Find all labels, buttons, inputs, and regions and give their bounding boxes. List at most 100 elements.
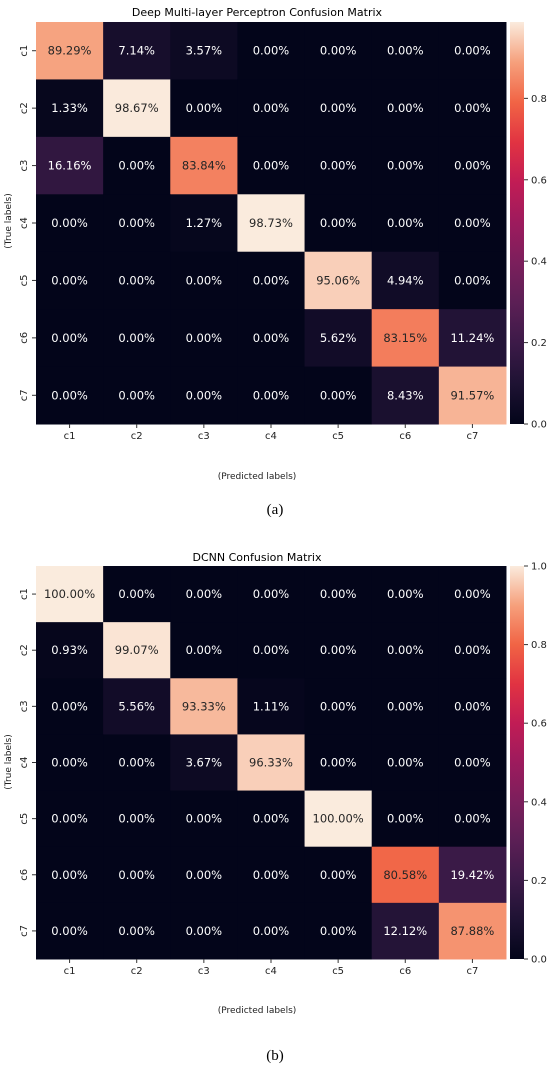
y-tick-label: c1 bbox=[19, 588, 30, 600]
heatmap-cell bbox=[371, 566, 440, 623]
cell-value-label: 0.00% bbox=[253, 812, 290, 826]
heatmap-cells: 89.29% 7.14% 3.57% 0.00% 0.00% 0.00% 0.00% 1.33… bbox=[36, 22, 507, 425]
heatmap-cell bbox=[237, 22, 306, 80]
cell-value-label: 0.00% bbox=[454, 216, 491, 230]
heatmap-cell bbox=[371, 678, 440, 735]
cell-value-label: 0.93% bbox=[51, 643, 88, 657]
cell-value-label: 95.06% bbox=[316, 273, 360, 287]
heatmap-cell bbox=[103, 902, 171, 960]
cell-value-label: 0.00% bbox=[454, 159, 491, 173]
heatmap-cell bbox=[438, 251, 507, 310]
heatmap-cell bbox=[304, 136, 373, 195]
x-tick-label: c4 bbox=[265, 431, 277, 442]
heatmap-cell bbox=[371, 22, 440, 80]
heatmap-cell bbox=[438, 79, 507, 138]
heatmap-cell bbox=[371, 194, 440, 253]
chart-title: DCNN Confusion Matrix bbox=[193, 551, 322, 564]
heatmap-cell bbox=[304, 79, 373, 138]
cell-value-label: 93.33% bbox=[182, 699, 226, 713]
heatmap-cell bbox=[36, 790, 104, 848]
heatmap-cell bbox=[170, 79, 238, 138]
heatmap-cell bbox=[170, 902, 238, 960]
heatmap-cell bbox=[36, 366, 104, 425]
heatmap-cell bbox=[371, 309, 440, 368]
cell-value-label: 1.27% bbox=[186, 216, 223, 230]
cell-value-label: 0.00% bbox=[118, 812, 155, 826]
heatmap-cell bbox=[36, 734, 104, 792]
x-axis-label: (Predicted labels) bbox=[218, 1006, 297, 1016]
chart-title: Deep Multi-layer Perceptron Confusion Ma… bbox=[132, 6, 383, 19]
y-tick-label: c5 bbox=[19, 813, 30, 825]
colorbar-tick-label: 0.8 bbox=[531, 94, 547, 105]
colorbar-tick-label: 0.8 bbox=[531, 640, 547, 651]
heatmap-cell bbox=[438, 136, 507, 195]
colorbar-ticks: 0.0 0.2 0.4 0.6 0.8 bbox=[524, 94, 547, 431]
cell-value-label: 0.00% bbox=[118, 331, 155, 345]
cell-value-label: 0.00% bbox=[186, 812, 223, 826]
cell-value-label: 0.00% bbox=[253, 159, 290, 173]
cell-value-label: 99.07% bbox=[115, 643, 159, 657]
cell-value-label: 0.00% bbox=[51, 924, 88, 938]
y-tick-label: c6 bbox=[19, 332, 30, 344]
heatmap-cell bbox=[304, 366, 373, 425]
heatmap-cell bbox=[371, 902, 440, 960]
cell-value-label: 0.00% bbox=[118, 868, 155, 882]
cell-value-label: 0.00% bbox=[51, 273, 88, 287]
heatmap-cell bbox=[36, 22, 104, 80]
cell-value-label: 0.00% bbox=[320, 44, 357, 58]
cell-value-label: 0.00% bbox=[387, 587, 424, 601]
heatmap-cell bbox=[304, 846, 373, 904]
cell-value-label: 83.84% bbox=[182, 159, 226, 173]
cell-value-label: 0.00% bbox=[320, 755, 357, 769]
heatmap-cell bbox=[170, 309, 238, 368]
heatmap-cell bbox=[170, 622, 238, 679]
cell-value-label: 0.00% bbox=[253, 868, 290, 882]
cell-value-label: 0.00% bbox=[454, 643, 491, 657]
y-tick-label: c2 bbox=[19, 644, 30, 656]
heatmap-cell bbox=[170, 22, 238, 80]
cell-value-label: 16.16% bbox=[48, 159, 92, 173]
cell-value-label: 98.73% bbox=[249, 216, 293, 230]
cell-value-label: 0.00% bbox=[454, 699, 491, 713]
heatmap-cell bbox=[371, 136, 440, 195]
x-tick-label: c5 bbox=[332, 966, 344, 977]
heatmap-cell bbox=[237, 366, 306, 425]
colorbar-ticks: 0.0 0.2 0.4 0.6 0.8 1.0 bbox=[524, 562, 547, 966]
heatmap-cell bbox=[438, 846, 507, 904]
cell-value-label: 0.00% bbox=[253, 331, 290, 345]
cell-value-label: 80.58% bbox=[383, 868, 427, 882]
heatmap-cell bbox=[170, 251, 238, 310]
cell-value-label: 0.00% bbox=[51, 216, 88, 230]
y-tick-label: c4 bbox=[19, 757, 30, 769]
x-tick-label: c6 bbox=[399, 966, 411, 977]
heatmap-cell bbox=[237, 136, 306, 195]
cell-value-label: 89.29% bbox=[48, 44, 92, 58]
y-tick-label: c2 bbox=[19, 102, 30, 114]
cell-value-label: 0.00% bbox=[253, 101, 290, 115]
heatmap-cell bbox=[438, 22, 507, 80]
heatmap-cell bbox=[237, 622, 306, 679]
heatmap-cell bbox=[237, 790, 306, 848]
heatmap-cell bbox=[371, 846, 440, 904]
heatmap-cell bbox=[103, 309, 171, 368]
cell-value-label: 4.94% bbox=[387, 273, 424, 287]
cell-value-label: 0.00% bbox=[320, 587, 357, 601]
heatmap-cell bbox=[103, 194, 171, 253]
heatmap-cell bbox=[36, 79, 104, 138]
cell-value-label: 0.00% bbox=[118, 159, 155, 173]
x-tick-label: c4 bbox=[265, 966, 277, 977]
heatmap-cell bbox=[103, 79, 171, 138]
cell-value-label: 0.00% bbox=[186, 273, 223, 287]
heatmap-cell bbox=[371, 366, 440, 425]
cell-value-label: 7.14% bbox=[118, 44, 155, 58]
heatmap-cell bbox=[304, 622, 373, 679]
x-tick-labels: c1 c2 c3 c4 c5 c6 c7 bbox=[64, 958, 478, 977]
x-tick-labels: c1 c2 c3 c4 c5 c6 c7 bbox=[64, 424, 478, 442]
heatmap-cell bbox=[170, 678, 238, 735]
heatmap-cell bbox=[304, 734, 373, 792]
heatmap-cell bbox=[170, 846, 238, 904]
cell-value-label: 1.11% bbox=[253, 699, 290, 713]
cell-value-label: 0.00% bbox=[454, 273, 491, 287]
cell-value-label: 0.00% bbox=[253, 388, 290, 402]
